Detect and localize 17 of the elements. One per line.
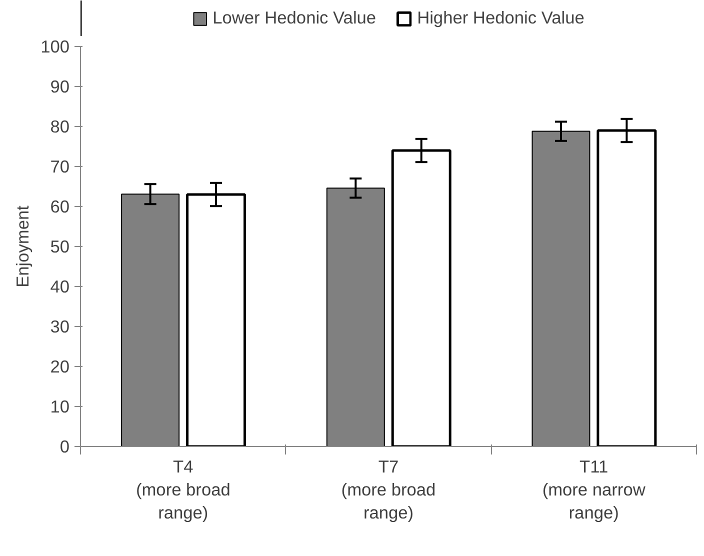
y-tick-label: 20 [50, 356, 70, 376]
x-tick-label: T7 (more broad range) [341, 456, 436, 522]
y-tick-label: 10 [50, 396, 70, 416]
y-tick-label: 90 [50, 76, 70, 96]
y-tick-label: 0 [60, 436, 70, 456]
x-tick-label: T4 (more broad range) [136, 456, 230, 522]
y-tick-label: 40 [50, 276, 70, 296]
y-tick-label: 70 [50, 156, 70, 176]
y-axis-title: Enjoyment [12, 205, 33, 288]
y-tick-label: 100 [40, 36, 70, 56]
y-tick-label: 60 [50, 196, 70, 216]
legend-label: Higher Hedonic Value [417, 8, 584, 28]
x-tick-label: T11 (more narrow range) [542, 456, 646, 522]
y-tick-label: 50 [50, 236, 70, 256]
legend-label: Lower Hedonic Value [212, 8, 376, 28]
y-tick-label: 30 [50, 316, 70, 336]
y-tick-label: 80 [50, 116, 70, 136]
